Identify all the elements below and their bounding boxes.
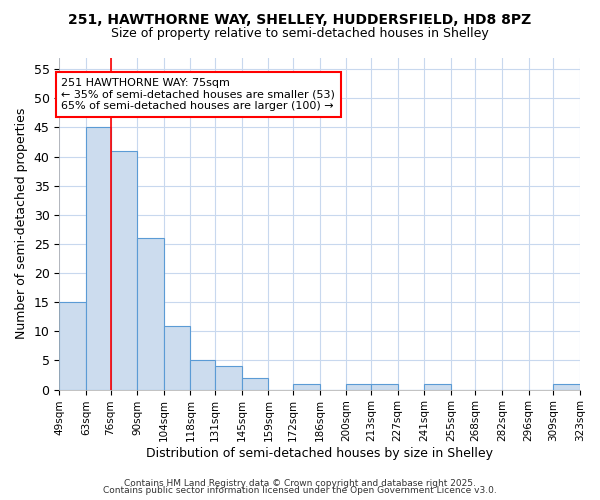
Bar	[215, 366, 242, 390]
Bar	[424, 384, 451, 390]
Bar	[59, 302, 86, 390]
X-axis label: Distribution of semi-detached houses by size in Shelley: Distribution of semi-detached houses by …	[146, 447, 493, 460]
Bar	[242, 378, 268, 390]
Bar	[371, 384, 398, 390]
Text: Contains HM Land Registry data © Crown copyright and database right 2025.: Contains HM Land Registry data © Crown c…	[124, 478, 476, 488]
Y-axis label: Number of semi-detached properties: Number of semi-detached properties	[15, 108, 28, 339]
Text: Contains public sector information licensed under the Open Government Licence v3: Contains public sector information licen…	[103, 486, 497, 495]
Bar	[293, 384, 320, 390]
Text: 251 HAWTHORNE WAY: 75sqm
← 35% of semi-detached houses are smaller (53)
65% of s: 251 HAWTHORNE WAY: 75sqm ← 35% of semi-d…	[61, 78, 335, 111]
Bar	[164, 326, 190, 390]
Bar	[110, 150, 137, 390]
Bar	[137, 238, 164, 390]
Bar	[346, 384, 371, 390]
Text: 251, HAWTHORNE WAY, SHELLEY, HUDDERSFIELD, HD8 8PZ: 251, HAWTHORNE WAY, SHELLEY, HUDDERSFIEL…	[68, 12, 532, 26]
Bar	[86, 128, 110, 390]
Text: Size of property relative to semi-detached houses in Shelley: Size of property relative to semi-detach…	[111, 28, 489, 40]
Bar	[553, 384, 580, 390]
Bar	[190, 360, 215, 390]
